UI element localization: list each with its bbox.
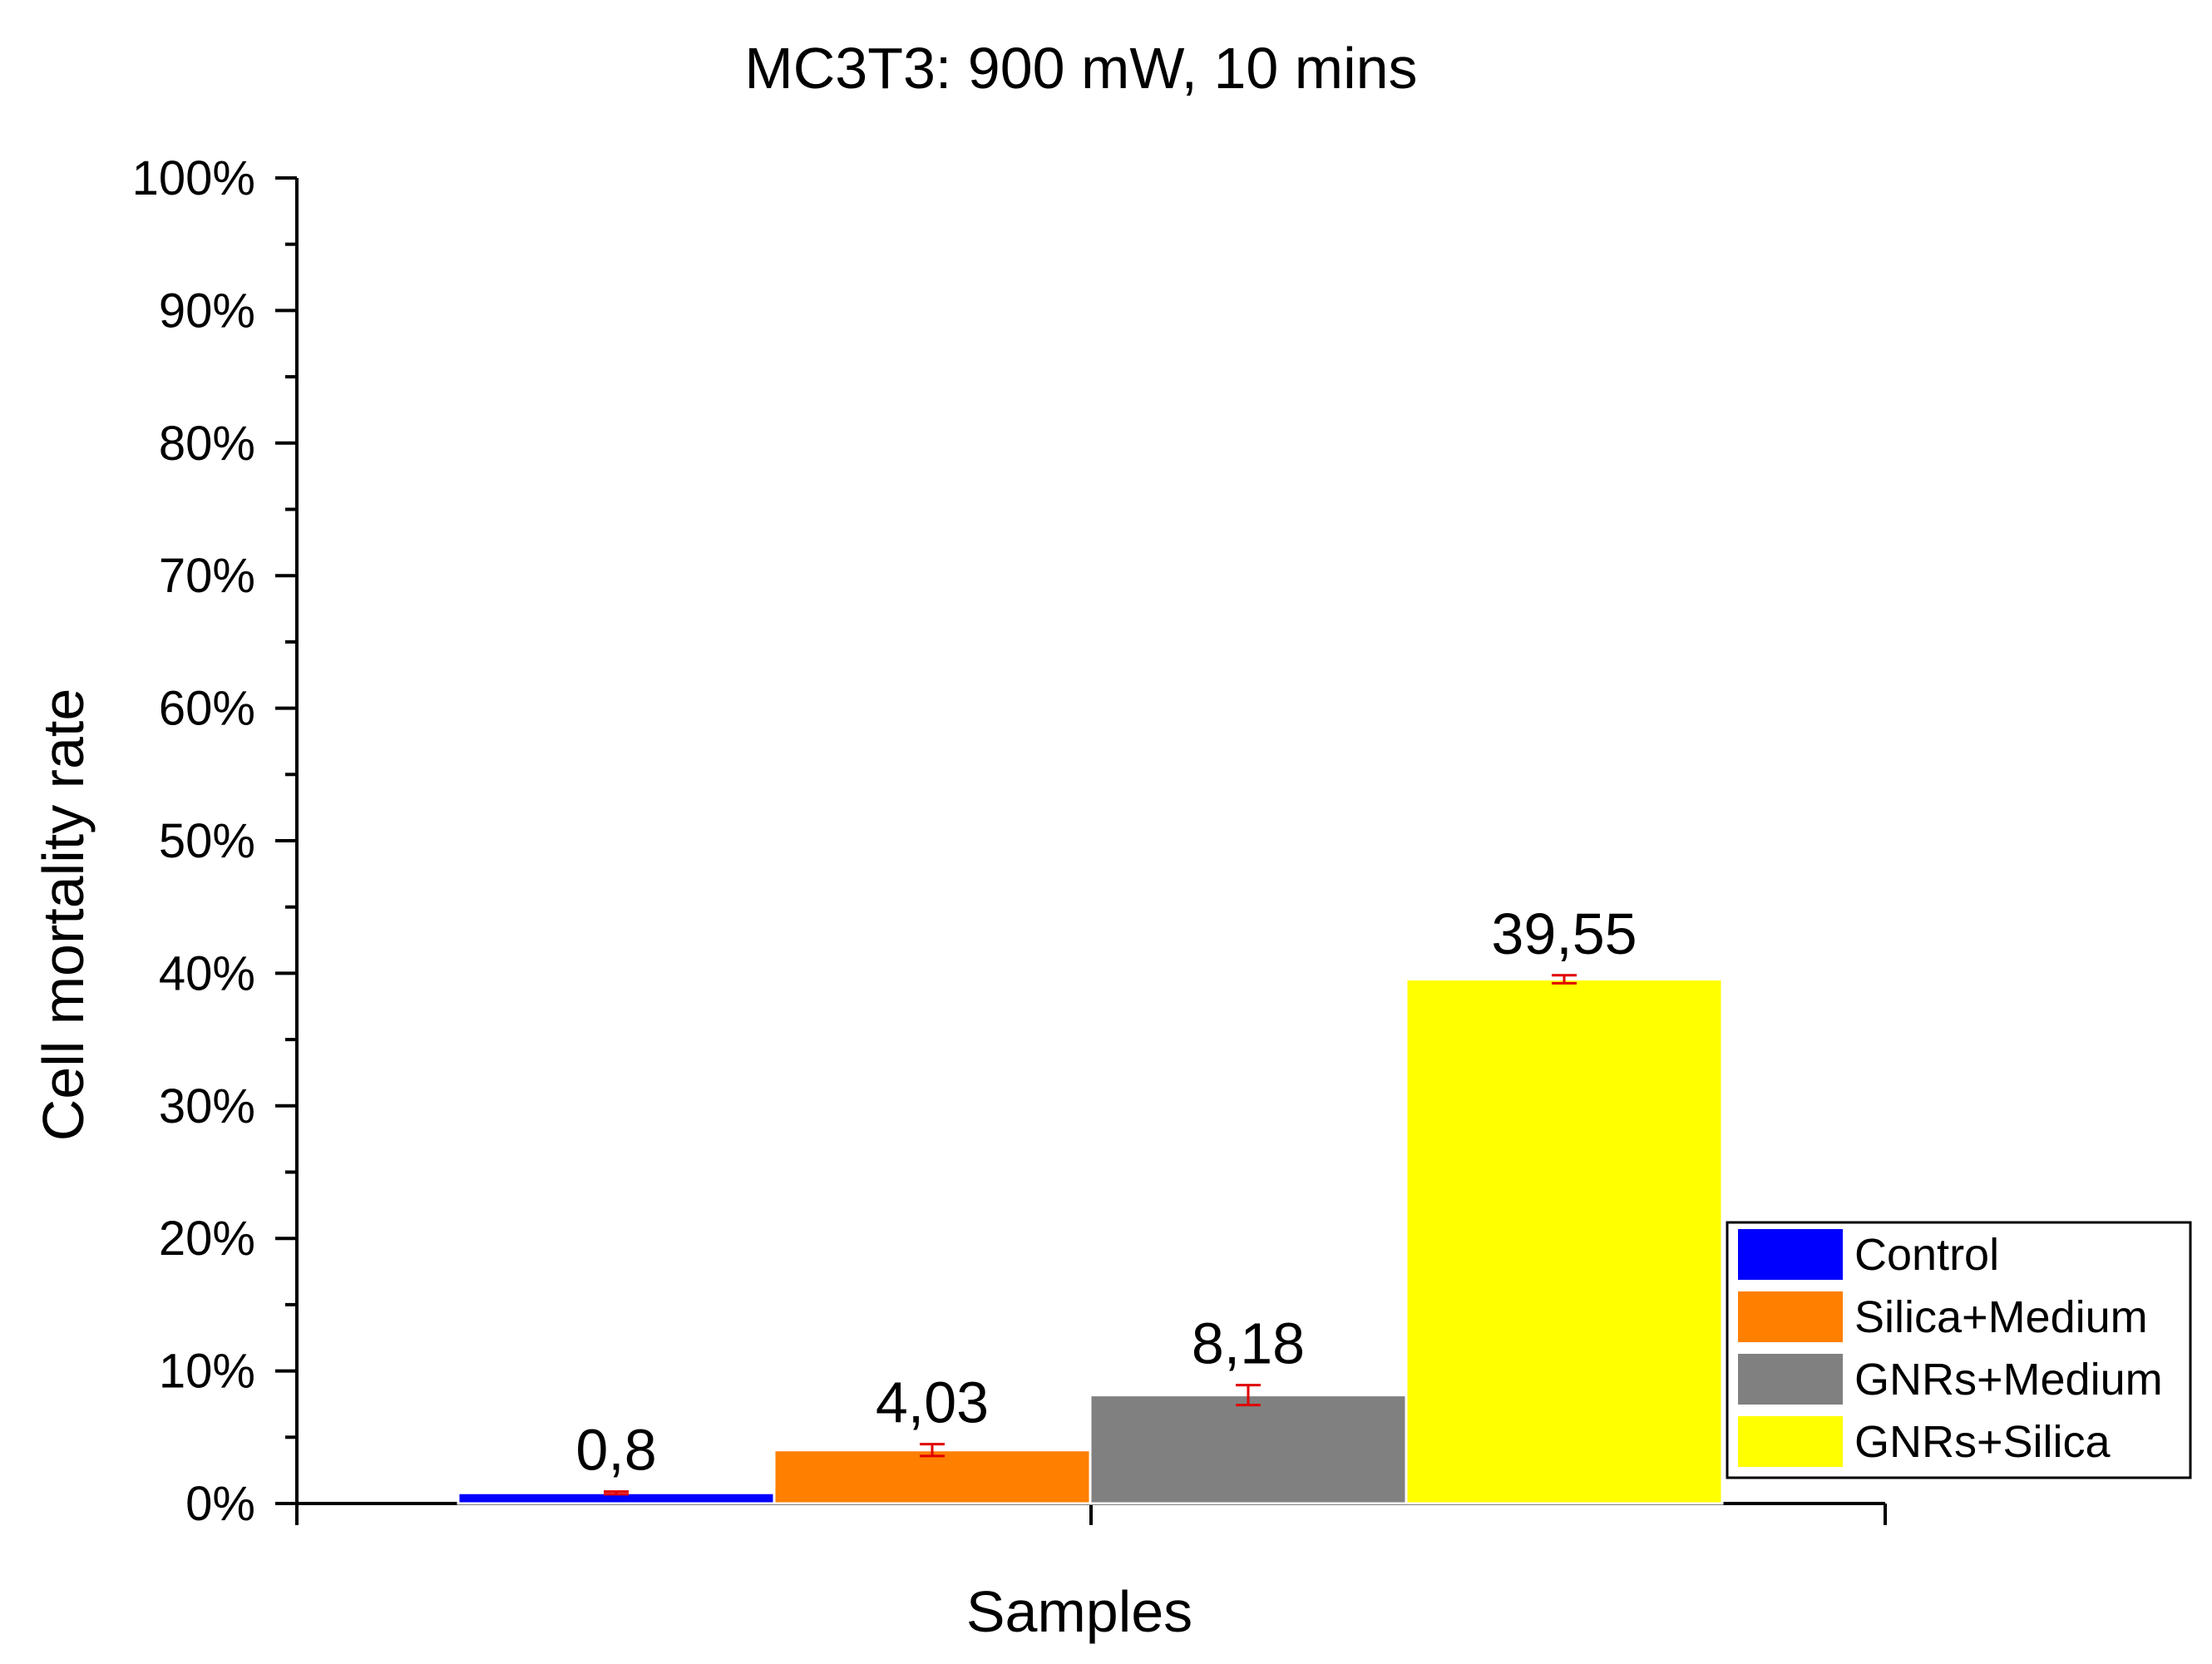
y-tick-label: 0% (185, 1477, 255, 1531)
y-tick-label: 10% (159, 1345, 255, 1399)
legend-item-label: GNRs+Silica (1854, 1417, 2111, 1467)
legend-item-label: GNRs+Medium (1854, 1355, 2163, 1405)
y-tick-label: 50% (159, 814, 255, 868)
y-tick-label: 80% (159, 417, 255, 471)
y-tick-label: 60% (159, 682, 255, 736)
legend-item-label: Control (1854, 1230, 1999, 1280)
legend-item-label: Silica+Medium (1854, 1292, 2148, 1342)
y-tick-label: 100% (132, 151, 255, 205)
y-tick-label: 30% (159, 1079, 255, 1133)
x-axis-label: Samples (966, 1579, 1192, 1644)
y-tick-label: 90% (159, 284, 255, 338)
data-label: 0,8 (575, 1418, 656, 1483)
data-label: 8,18 (1192, 1311, 1305, 1376)
chart-title: MC3T3: 900 mW, 10 mins (744, 36, 1417, 101)
y-tick-label: 70% (159, 549, 255, 603)
data-label: 4,03 (876, 1370, 989, 1435)
legend-swatch (1738, 1416, 1843, 1467)
legend-swatch (1738, 1229, 1843, 1280)
data-label: 39,55 (1491, 901, 1637, 966)
bar-gnrs-medium (1089, 1394, 1408, 1505)
y-axis-label: Cell mortality rate (31, 689, 96, 1142)
legend-swatch (1738, 1354, 1843, 1405)
y-tick-label: 40% (159, 946, 255, 1000)
bar-gnrs-silica (1405, 978, 1724, 1505)
y-tick-label: 20% (159, 1212, 255, 1266)
bar-silica-medium (773, 1449, 1092, 1505)
legend-swatch (1738, 1291, 1843, 1342)
